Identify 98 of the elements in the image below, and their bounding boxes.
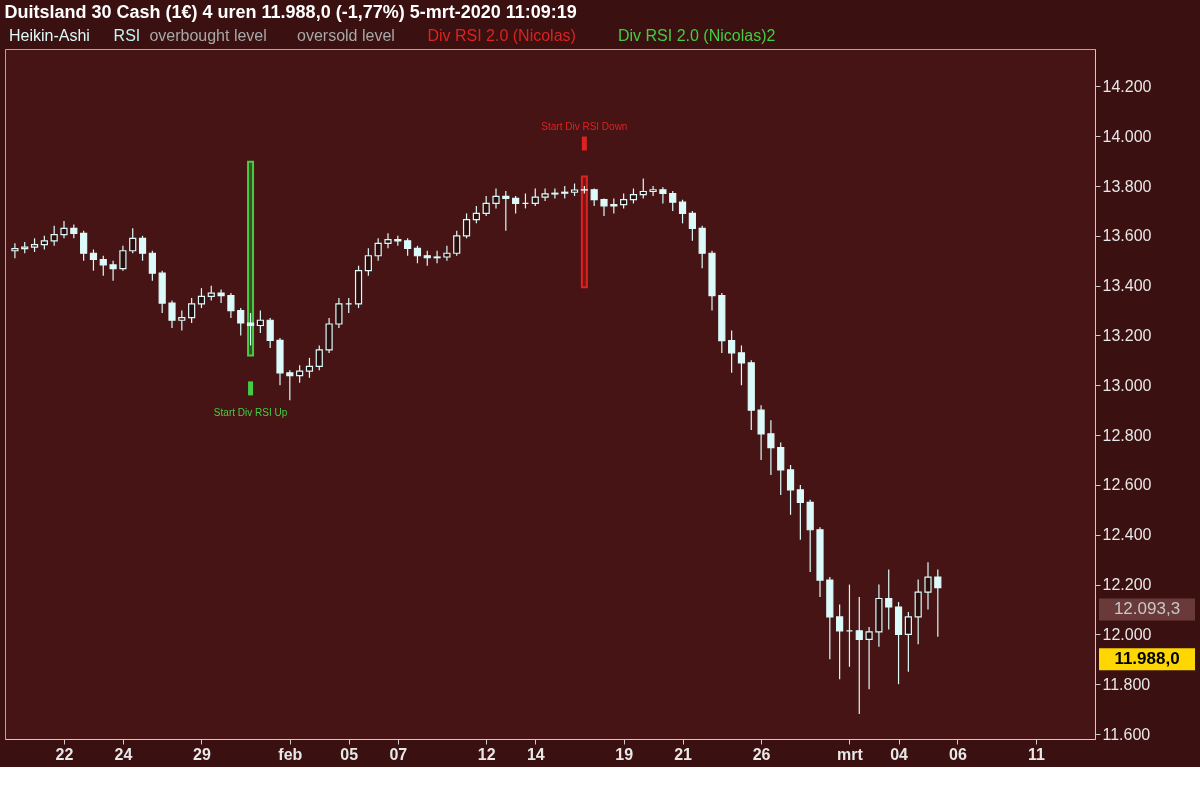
x-tick-label: 19 <box>615 745 634 763</box>
text: 12.093,3 <box>1113 599 1181 619</box>
candlestick <box>865 626 873 690</box>
candlestick <box>659 186 667 205</box>
candlestick <box>305 357 314 379</box>
candlestick <box>384 232 392 249</box>
x-tick-label: mrt <box>837 745 864 763</box>
candlestick <box>728 329 736 374</box>
candlestick <box>364 247 372 277</box>
candlestick <box>227 292 235 319</box>
candlestick <box>217 288 225 304</box>
candlestick <box>60 220 68 239</box>
x-tick-label: 06 <box>949 745 967 763</box>
x-tick-label: 29 <box>193 745 211 763</box>
candlestick <box>786 464 795 516</box>
chart-title: Duitsland 30 Cash (1€) 4 uren 11.988,0 (-1,77%) 5-mrt-2020 11:09:19 <box>4 2 577 22</box>
candlestick <box>767 419 775 476</box>
candlestick <box>138 235 147 262</box>
x-tick-label: 22 <box>55 745 74 763</box>
candlestick <box>924 561 932 611</box>
candlestick <box>246 312 255 347</box>
candlestick <box>374 237 382 262</box>
candlestick <box>89 248 98 272</box>
annotation: Start Div RSI Up <box>213 407 288 419</box>
candlestick <box>443 245 451 262</box>
candlestick <box>796 484 804 541</box>
candlestick <box>688 210 696 242</box>
legend-label: RSI <box>113 27 141 44</box>
y-tick-label: 14.200 <box>1102 77 1152 95</box>
candlestick <box>669 190 677 212</box>
candlestick <box>80 230 88 262</box>
candlestick <box>11 242 19 259</box>
y-tick-label: 14.000 <box>1102 127 1152 145</box>
y-tick-label: 13.600 <box>1102 227 1152 245</box>
candlestick <box>188 297 196 324</box>
y-tick-label: 11.600 <box>1102 725 1151 743</box>
candlestick <box>237 307 245 337</box>
candlestick <box>50 225 58 247</box>
candlestick <box>462 212 471 239</box>
candlestick <box>256 309 264 334</box>
candlestick <box>777 441 785 496</box>
y-tick-label: 13.400 <box>1102 277 1152 295</box>
text: Heikin-Ashi <box>9 27 90 44</box>
x-tick-label: 12 <box>477 745 496 763</box>
candlestick <box>885 569 893 630</box>
candlestick <box>757 404 765 461</box>
candlestick <box>335 297 343 329</box>
candlestick <box>737 344 746 386</box>
legend-label: overbought level <box>149 27 267 44</box>
y-tick-label: 12.600 <box>1102 476 1152 494</box>
x-tick-label: 07 <box>389 745 408 763</box>
x-tick-label: 05 <box>340 745 359 763</box>
x-tick-label: 24 <box>114 745 133 763</box>
text: Div RSI 2.0 (Nicolas) <box>427 27 576 44</box>
candlestick <box>600 197 608 217</box>
y-tick-label: 11.800 <box>1102 675 1151 693</box>
candlestick <box>855 596 863 715</box>
candlestick <box>178 309 186 332</box>
candlestick <box>286 369 294 401</box>
annotation: Start Div RSI Down <box>541 120 628 132</box>
y-tick-label: 13.200 <box>1102 326 1152 344</box>
text: 11.988,0 <box>1114 649 1180 669</box>
candlestick <box>678 199 687 224</box>
x-tick-label: 21 <box>674 745 693 763</box>
y-tick-label: 12.200 <box>1102 576 1152 594</box>
candlestick <box>639 177 647 200</box>
legend-label: oversold level <box>297 27 395 44</box>
candlestick <box>119 245 127 272</box>
candlestick <box>197 287 206 309</box>
candlestick <box>453 230 461 257</box>
y-tick-label: 12.000 <box>1102 625 1152 643</box>
x-tick-label: 26 <box>752 745 771 763</box>
candlestick <box>482 195 490 217</box>
candlestick <box>934 569 942 638</box>
y-tick-label: 12.800 <box>1102 426 1152 444</box>
candlestick <box>129 227 137 254</box>
candlestick <box>836 603 844 680</box>
text: Div RSI 2.0 (Nicolas)2 <box>618 27 776 44</box>
candlestick <box>649 185 657 197</box>
candlestick <box>315 344 323 371</box>
x-tick-label: feb <box>278 745 303 763</box>
x-tick-label: 04 <box>890 745 909 763</box>
candlestick <box>99 255 107 277</box>
x-tick-label: 14 <box>526 745 545 763</box>
y-tick-label: 13.800 <box>1102 177 1152 195</box>
candlestick <box>492 187 500 210</box>
candlestick <box>148 250 156 282</box>
candlestick <box>502 190 510 232</box>
y-tick-label: 13.000 <box>1102 376 1152 394</box>
x-tick-label: 11 <box>1028 745 1046 763</box>
y-tick-label: 12.400 <box>1102 526 1152 544</box>
candlestick <box>168 299 176 329</box>
candlestick <box>433 250 441 264</box>
candlestick <box>266 317 274 349</box>
candlestick <box>541 187 549 202</box>
candlestick <box>904 611 912 673</box>
candlestick <box>109 260 117 282</box>
candlestick <box>551 187 559 200</box>
